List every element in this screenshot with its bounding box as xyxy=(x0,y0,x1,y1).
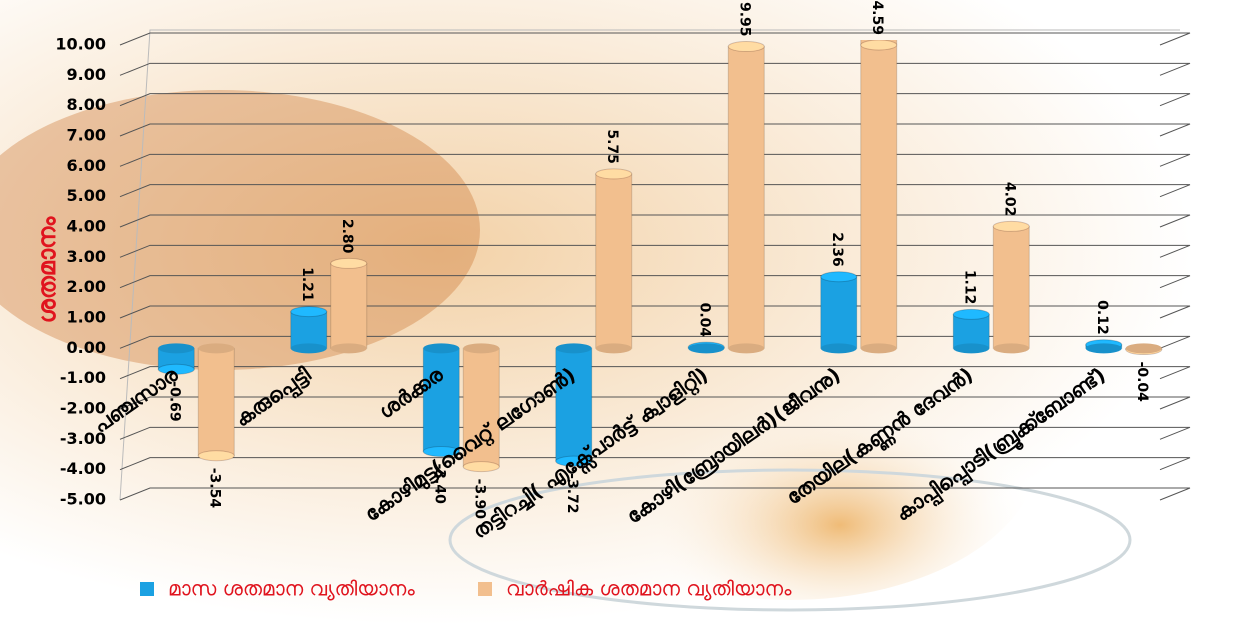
y-tick-label: 5.00 xyxy=(67,186,106,205)
y-tick-label: 6.00 xyxy=(67,156,106,175)
bar-cap xyxy=(727,41,765,53)
bar xyxy=(462,347,500,468)
value-label: -3.72 xyxy=(564,473,580,513)
value-label: 0.04 xyxy=(696,303,712,338)
bar-base xyxy=(158,343,195,354)
bar-base xyxy=(423,343,460,354)
value-label: 1.21 xyxy=(299,267,315,302)
bar-base xyxy=(555,343,592,354)
value-label: 14.59 xyxy=(869,0,885,35)
bar-base xyxy=(993,343,1030,354)
bar-base xyxy=(595,343,632,354)
y-tick-label: -3.00 xyxy=(60,429,106,448)
bar xyxy=(290,311,328,349)
y-tick-label: 4.00 xyxy=(67,217,106,236)
bar-cap xyxy=(290,306,328,318)
bar xyxy=(197,347,235,457)
legend-swatch xyxy=(478,582,492,596)
y-tick-label: 1.00 xyxy=(67,308,106,327)
bar-cap xyxy=(820,271,858,283)
grid-line xyxy=(119,457,1191,471)
grid-line xyxy=(119,32,1191,46)
grid-line xyxy=(119,153,1191,167)
bar-cap xyxy=(157,363,195,375)
cup-art xyxy=(540,300,1040,600)
grid-line xyxy=(119,396,1191,410)
y-tick-label: 7.00 xyxy=(67,126,106,145)
bar-base xyxy=(953,343,990,354)
bar-base xyxy=(198,343,235,354)
bar-base xyxy=(1085,343,1122,354)
bar-cap xyxy=(595,168,633,180)
value-label: -3.90 xyxy=(471,479,487,520)
grid-line xyxy=(119,62,1191,76)
value-label: 9.95 xyxy=(736,2,752,37)
y-tick-label: -5.00 xyxy=(60,490,106,509)
bar-cap xyxy=(992,220,1030,232)
grid-line xyxy=(119,123,1191,137)
bar-base xyxy=(463,343,500,354)
grid-line xyxy=(119,366,1191,380)
y-tick-label: -4.00 xyxy=(60,459,106,478)
y-tick-label: 9.00 xyxy=(67,65,106,84)
plot-wall xyxy=(119,29,1180,501)
grid-line xyxy=(119,305,1191,319)
bar xyxy=(992,225,1030,349)
bars xyxy=(157,40,1163,473)
bar-base xyxy=(820,343,857,354)
value-label: 2.80 xyxy=(339,219,355,254)
y-tick-label: 0.00 xyxy=(67,338,106,357)
bar xyxy=(330,262,368,349)
value-label: -3.40 xyxy=(431,463,447,504)
grid-line xyxy=(119,487,1191,501)
value-label: 5.75 xyxy=(604,129,620,164)
bar-cap xyxy=(422,445,460,457)
bar-base xyxy=(860,343,897,354)
value-label: 4.02 xyxy=(1001,182,1017,217)
y-tick-label: -2.00 xyxy=(60,399,106,418)
value-label: 0.12 xyxy=(1094,300,1110,335)
value-label: 1.12 xyxy=(961,270,977,305)
bar-base xyxy=(1125,343,1162,354)
bar xyxy=(860,40,898,349)
bar-cap xyxy=(462,461,500,473)
grid-line xyxy=(119,275,1191,289)
grid-line xyxy=(119,244,1191,258)
y-tick-label: 3.00 xyxy=(67,247,106,266)
saucer-art xyxy=(448,468,1132,612)
bar xyxy=(727,46,765,349)
bar-cap xyxy=(952,308,990,320)
y-tick-label: 2.00 xyxy=(67,277,106,296)
value-label: -3.54 xyxy=(206,468,222,509)
value-label: 2.36 xyxy=(829,232,845,267)
grid-line xyxy=(119,426,1191,440)
bar-base xyxy=(728,343,765,354)
grid-line xyxy=(119,93,1191,107)
bar-cap xyxy=(555,455,593,467)
y-tick-label: 10.00 xyxy=(55,35,106,54)
bar-cap xyxy=(330,257,368,269)
bar-base xyxy=(688,343,725,354)
bar-cap xyxy=(860,40,898,51)
bar xyxy=(820,276,858,349)
y-tick-label: -1.00 xyxy=(60,368,106,387)
value-label: -0.69 xyxy=(166,381,182,421)
legend-label: വാർഷിക ശതമാന വ്യതിയാനം xyxy=(506,577,792,601)
bar-base xyxy=(330,343,367,354)
bar xyxy=(595,173,633,349)
value-label: -0.04 xyxy=(1134,362,1150,403)
grid-line xyxy=(119,335,1191,349)
bar-base xyxy=(290,343,327,354)
y-axis-label: ശതമാനം xyxy=(33,216,61,324)
grid-line xyxy=(119,184,1191,198)
bar xyxy=(422,347,460,452)
y-tick-label: 8.00 xyxy=(67,95,106,114)
grid-line xyxy=(119,214,1191,228)
bar-cap xyxy=(197,450,235,462)
legend-swatch xyxy=(140,582,154,596)
legend-label: മാസ ശതമാന വ്യതിയാനം xyxy=(168,577,415,601)
